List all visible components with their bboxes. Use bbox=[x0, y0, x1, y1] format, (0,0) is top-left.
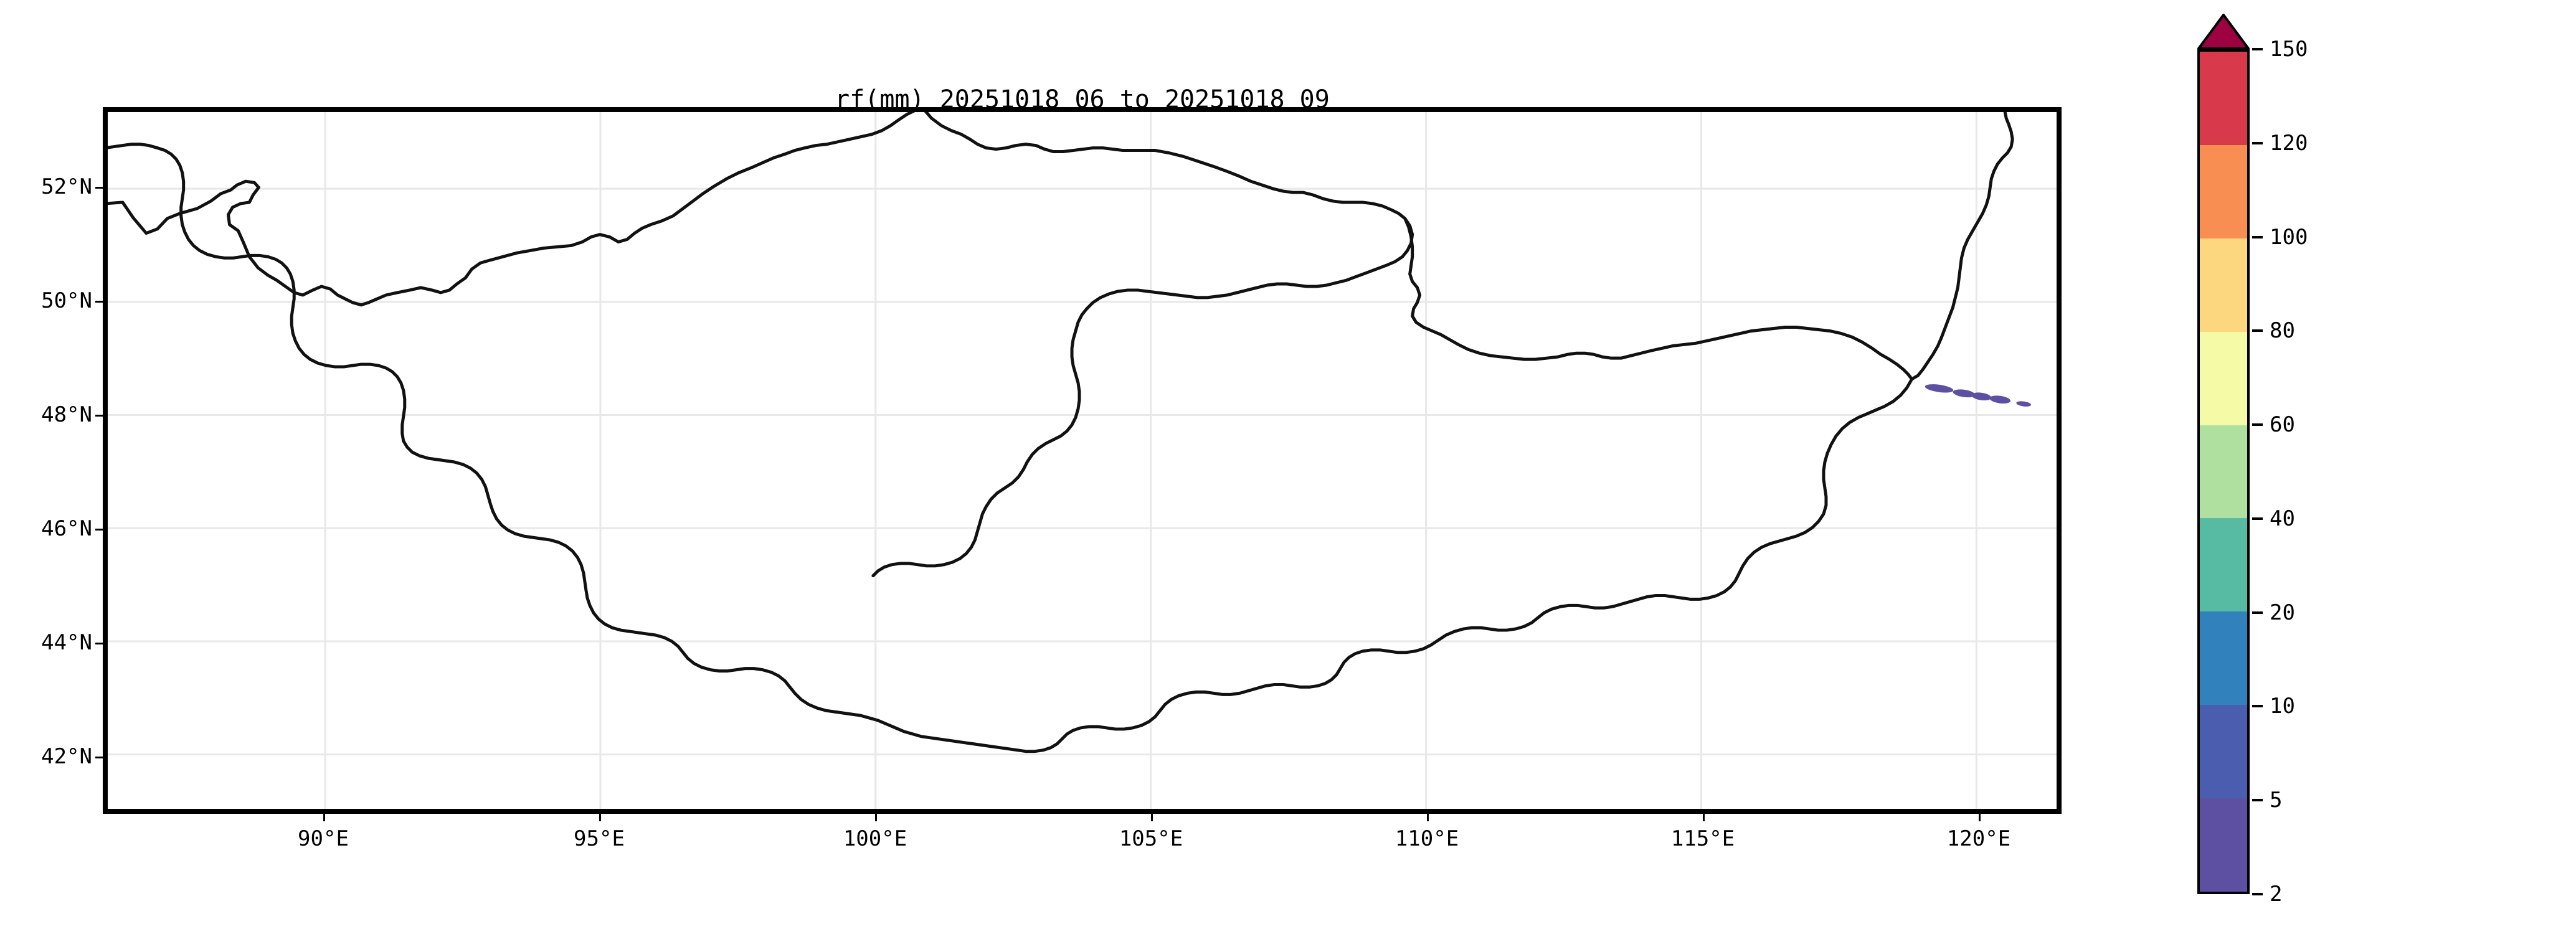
ytick-label-42n: 42°N bbox=[41, 744, 92, 769]
colorbar-tick-120 bbox=[2252, 142, 2263, 144]
map-plot-area bbox=[103, 107, 2062, 814]
mongolia-border bbox=[105, 110, 2014, 753]
xtick-mark-110e bbox=[1427, 814, 1429, 821]
colorbar-label-2: 2 bbox=[2270, 882, 2283, 907]
ytick-label-50n: 50°N bbox=[41, 288, 92, 313]
colorbar-label-40: 40 bbox=[2270, 506, 2295, 531]
colorbar-label-120: 120 bbox=[2270, 131, 2308, 156]
xtick-mark-100e bbox=[875, 814, 877, 821]
xtick-label-120e: 120°E bbox=[1946, 826, 2011, 851]
ytick-mark-42n bbox=[95, 757, 103, 758]
ytick-mark-48n bbox=[95, 415, 103, 417]
xtick-label-95e: 95°E bbox=[574, 826, 625, 851]
rainfall-patches bbox=[1925, 384, 2032, 407]
ytick-mark-44n bbox=[95, 643, 103, 644]
ytick-label-44n: 44°N bbox=[41, 630, 92, 655]
xtick-mark-105e bbox=[1151, 814, 1153, 821]
xtick-label-110e: 110°E bbox=[1395, 826, 1459, 851]
ytick-label-52n: 52°N bbox=[41, 174, 92, 199]
map-gridlines bbox=[105, 110, 2059, 811]
colorbar-tick-150 bbox=[2252, 48, 2263, 50]
colorbar-tick-100 bbox=[2252, 236, 2263, 238]
colorbar-tick-5 bbox=[2252, 799, 2263, 801]
colorbar-label-80: 80 bbox=[2270, 318, 2295, 343]
xtick-mark-115e bbox=[1703, 814, 1705, 821]
colorbar-label-150: 150 bbox=[2270, 37, 2308, 62]
colorbar-band-20-40 bbox=[2200, 518, 2247, 612]
colorbar-tick-2 bbox=[2252, 893, 2263, 895]
colorbar-band-40-60 bbox=[2200, 425, 2247, 519]
colorbar: 150 120 100 80 60 40 20 10 5 2 bbox=[2197, 14, 2384, 923]
colorbar-band-60-80 bbox=[2200, 331, 2247, 425]
colorbar-tick-80 bbox=[2252, 329, 2263, 332]
colorbar-label-5: 5 bbox=[2270, 788, 2283, 813]
xtick-label-90e: 90°E bbox=[298, 826, 349, 851]
colorbar-band-10-20 bbox=[2200, 611, 2247, 705]
colorbar-band-80-100 bbox=[2200, 238, 2247, 332]
xtick-label-105e: 105°E bbox=[1119, 826, 1183, 851]
colorbar-label-100: 100 bbox=[2270, 225, 2308, 250]
colorbar-band-2-5 bbox=[2200, 798, 2247, 892]
ytick-label-48n: 48°N bbox=[41, 402, 92, 427]
colorbar-label-20: 20 bbox=[2270, 600, 2295, 625]
colorbar-tick-60 bbox=[2252, 423, 2263, 426]
colorbar-tick-20 bbox=[2252, 611, 2263, 614]
xtick-mark-120e bbox=[1979, 814, 1981, 821]
xtick-label-100e: 100°E bbox=[843, 826, 907, 851]
map-vector-layer bbox=[105, 110, 2059, 811]
colorbar-tick-10 bbox=[2252, 705, 2263, 707]
colorbar-label-60: 60 bbox=[2270, 412, 2295, 437]
xtick-mark-95e bbox=[599, 814, 601, 821]
ytick-mark-52n bbox=[95, 187, 103, 189]
ytick-mark-46n bbox=[95, 529, 103, 531]
colorbar-band-100-120 bbox=[2200, 144, 2247, 238]
colorbar-label-10: 10 bbox=[2270, 694, 2295, 719]
colorbar-tick-40 bbox=[2252, 517, 2263, 520]
map-inner-boundaries bbox=[1883, 377, 1913, 408]
ytick-mark-50n bbox=[95, 301, 103, 303]
colorbar-band-5-10 bbox=[2200, 705, 2247, 799]
map-axes-frame bbox=[105, 110, 2059, 811]
ytick-label-46n: 46°N bbox=[41, 516, 92, 541]
xtick-mark-90e bbox=[323, 814, 325, 821]
map-canvas bbox=[105, 110, 2059, 811]
colorbar-gradient bbox=[2197, 49, 2250, 894]
colorbar-extend-arrow-icon bbox=[2197, 14, 2250, 50]
xtick-label-115e: 115°E bbox=[1670, 826, 1735, 851]
colorbar-band-120-150 bbox=[2200, 52, 2247, 145]
